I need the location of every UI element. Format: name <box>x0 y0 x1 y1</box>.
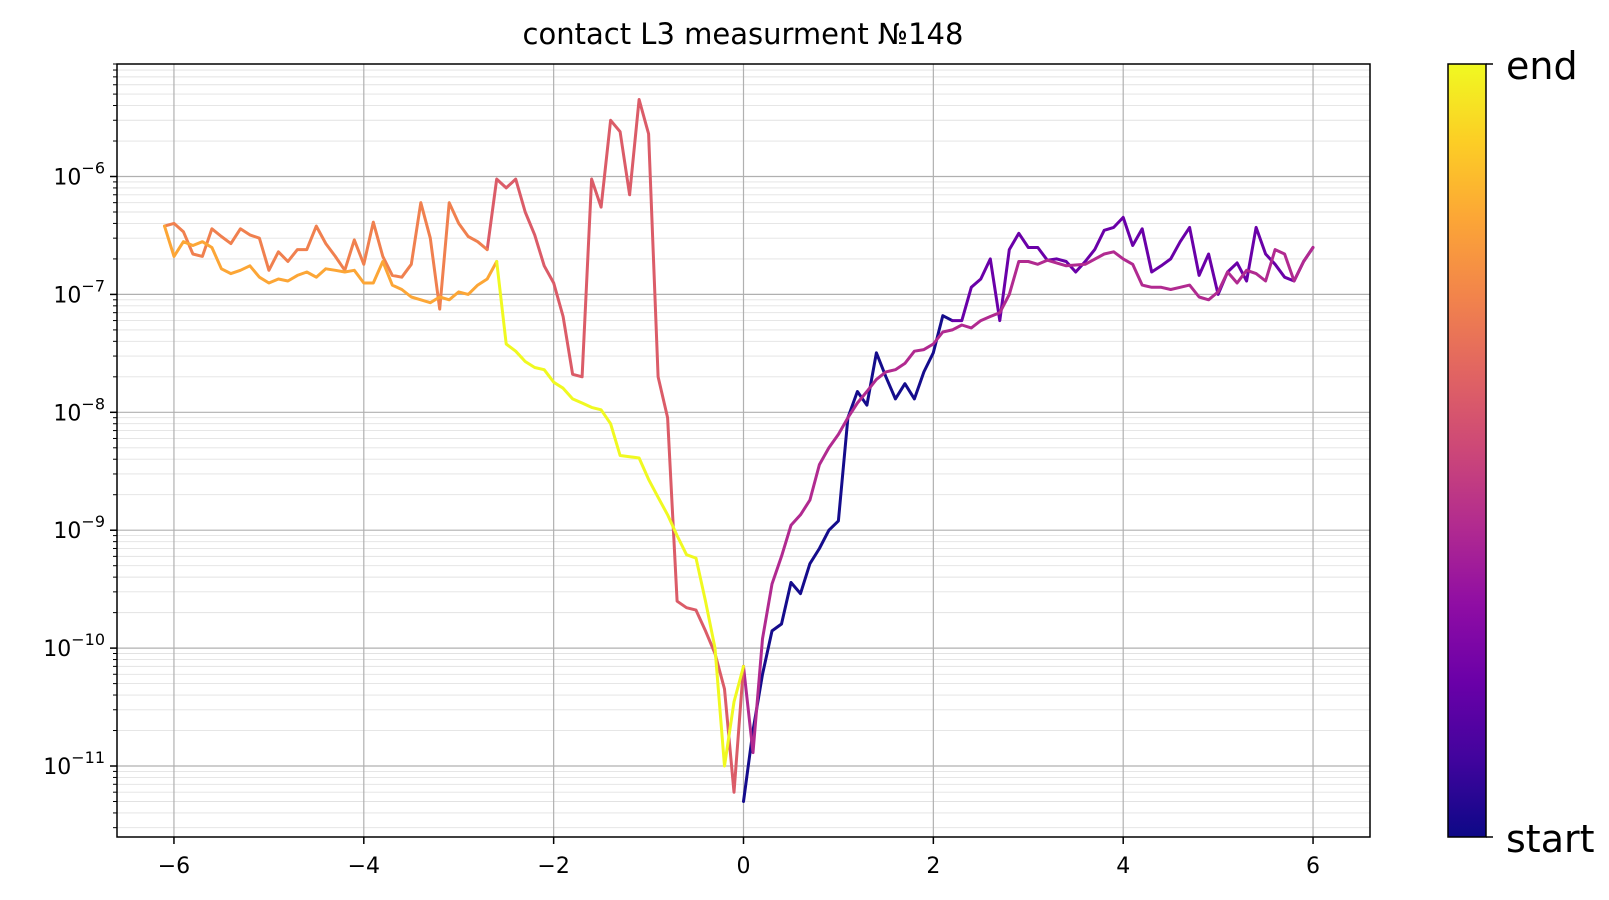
x-tick-label: −4 <box>348 854 380 879</box>
axis-tick-labels: 10−11 10−10 10−9 10−8 10−7 10−6 −6 −4 −2 0 2 4 6 <box>43 159 1320 879</box>
y-tick-label: 10−7 <box>53 276 105 308</box>
y-tick-label: 10−9 <box>53 512 105 544</box>
colorbar-label-end: end <box>1506 44 1578 88</box>
y-tick-label: 10−11 <box>43 748 105 780</box>
colorbar-label-start: start <box>1506 817 1595 861</box>
x-tick-label: −6 <box>158 854 190 879</box>
series-line-6 <box>163 224 499 305</box>
series-line-7 <box>495 260 745 768</box>
series-line-4 <box>485 98 745 794</box>
series-line-3 <box>742 246 1315 755</box>
x-tick-label: 6 <box>1306 854 1320 879</box>
y-tick-label: 10−6 <box>53 159 105 191</box>
series-layer <box>163 98 1315 803</box>
series-line-5 <box>163 201 489 311</box>
x-tick-label: −2 <box>537 854 569 879</box>
series-line-1 <box>742 314 954 803</box>
colorbar <box>1447 63 1487 838</box>
y-tick-label: 10−8 <box>53 394 105 426</box>
major-grid <box>117 64 1370 837</box>
chart-title: contact L3 measurment №148 <box>523 17 964 51</box>
x-tick-label: 2 <box>926 854 940 879</box>
y-tick-label: 10−10 <box>43 630 105 662</box>
axis-ticks <box>110 63 1314 844</box>
series-line-2 <box>950 215 1315 323</box>
x-tick-label: 4 <box>1116 854 1130 879</box>
x-tick-label: 0 <box>737 854 751 879</box>
